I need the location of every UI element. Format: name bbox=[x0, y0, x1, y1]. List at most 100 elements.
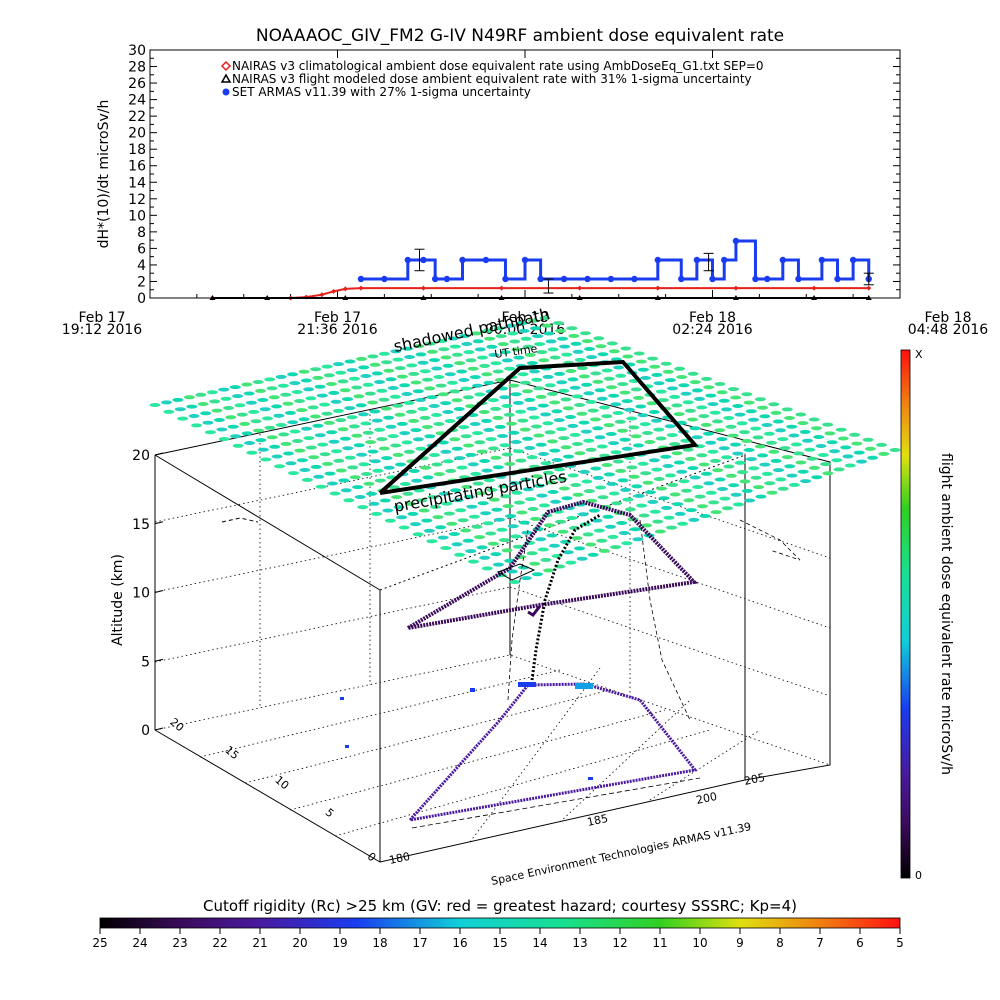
surface-point bbox=[703, 481, 715, 486]
surface-point bbox=[694, 396, 705, 401]
surface-point bbox=[781, 455, 793, 460]
surface-point bbox=[465, 358, 477, 363]
data-point-circle bbox=[709, 275, 716, 283]
surface-point bbox=[429, 358, 440, 363]
surface-point bbox=[399, 431, 411, 436]
surface-point bbox=[317, 442, 329, 447]
surface-point bbox=[324, 471, 336, 476]
surface-point bbox=[342, 446, 354, 451]
surface-point bbox=[275, 374, 287, 379]
surface-point bbox=[383, 368, 395, 373]
surface-point bbox=[483, 380, 495, 385]
surface-point bbox=[591, 518, 603, 523]
surface-point bbox=[520, 576, 532, 581]
surface-point bbox=[358, 412, 369, 417]
surface-point bbox=[301, 426, 312, 431]
surface-point bbox=[547, 490, 559, 494]
surface-point bbox=[761, 423, 773, 427]
surface-point bbox=[876, 442, 887, 447]
surface-point bbox=[754, 397, 766, 402]
surface-point bbox=[840, 445, 852, 450]
surface-point bbox=[770, 410, 782, 415]
latitude-tick-label: 5 bbox=[323, 806, 337, 820]
surface-point bbox=[484, 336, 496, 341]
surface-point bbox=[415, 352, 427, 357]
surface-point bbox=[266, 435, 278, 440]
surface-point bbox=[516, 510, 528, 515]
surface-point bbox=[440, 449, 452, 454]
surface-point bbox=[826, 440, 838, 445]
surface-point bbox=[517, 418, 529, 423]
surface-point bbox=[708, 500, 720, 505]
surface-point bbox=[220, 396, 232, 401]
surface-point bbox=[717, 487, 728, 491]
surface-point bbox=[590, 466, 602, 471]
surface-point bbox=[428, 404, 440, 408]
surface-point bbox=[572, 492, 584, 497]
surface-point bbox=[351, 433, 363, 438]
surface-point bbox=[423, 528, 435, 533]
surface-point bbox=[493, 326, 505, 331]
surface-point bbox=[596, 444, 608, 449]
surface-point bbox=[502, 504, 514, 509]
surface-point bbox=[669, 394, 681, 399]
surface-point bbox=[607, 534, 619, 539]
surface-point bbox=[280, 392, 292, 397]
surface-point bbox=[501, 358, 513, 363]
surface-point bbox=[262, 416, 273, 421]
surface-point bbox=[567, 377, 579, 382]
cutoff-rigidity-colorbar: Cutoff rigidity (Rc) >25 km (GV: red = g… bbox=[92, 897, 903, 950]
surface-point bbox=[538, 503, 550, 508]
surface-point bbox=[628, 474, 640, 479]
surface-point bbox=[449, 437, 461, 442]
surface-point bbox=[358, 462, 370, 467]
surface-point bbox=[364, 391, 376, 396]
surface-point bbox=[611, 501, 623, 506]
surface-point bbox=[183, 395, 195, 400]
surface-point bbox=[329, 491, 341, 496]
surface-point bbox=[322, 461, 333, 466]
surface-point bbox=[499, 443, 511, 448]
surface-point bbox=[241, 382, 253, 387]
surface-point bbox=[662, 369, 674, 374]
surface-point bbox=[376, 437, 388, 442]
surface-point bbox=[601, 414, 613, 419]
surface-point bbox=[808, 417, 820, 422]
surface-point bbox=[656, 486, 668, 491]
surface-point bbox=[522, 389, 533, 394]
surface-point bbox=[338, 478, 350, 483]
series-line-diamond bbox=[212, 287, 869, 299]
ground-dose-patch bbox=[470, 688, 475, 692]
surface-point bbox=[453, 407, 465, 411]
surface-point bbox=[549, 448, 561, 453]
surface-point bbox=[761, 471, 773, 476]
surface-point bbox=[321, 364, 333, 369]
surface-point bbox=[696, 453, 708, 458]
surface-point bbox=[319, 402, 331, 407]
surface-point bbox=[149, 403, 161, 407]
surface-point bbox=[590, 371, 602, 376]
surface-point bbox=[465, 452, 477, 457]
surface-point bbox=[618, 531, 630, 535]
surface-point bbox=[399, 383, 411, 388]
surface-point bbox=[594, 388, 606, 393]
y-tick-label: 18 bbox=[128, 142, 146, 158]
surface-point bbox=[218, 387, 230, 392]
surface-point bbox=[533, 433, 545, 438]
shadowed-path-track bbox=[378, 359, 699, 495]
surface-point bbox=[683, 498, 695, 503]
surface-point bbox=[510, 392, 522, 397]
colorbar-tick-label: 9 bbox=[736, 936, 744, 950]
surface-point bbox=[255, 388, 266, 393]
surface-point bbox=[587, 408, 599, 413]
surface-point bbox=[481, 566, 493, 571]
data-point-circle bbox=[849, 256, 857, 264]
surface-point bbox=[529, 561, 541, 566]
surface-point bbox=[333, 362, 344, 367]
surface-point bbox=[549, 355, 561, 360]
surface-point bbox=[312, 423, 324, 428]
surface-point bbox=[833, 467, 845, 472]
surface-point bbox=[795, 460, 807, 465]
data-point-diamond bbox=[358, 285, 364, 291]
longitude-tick-label: 180 bbox=[388, 850, 411, 867]
